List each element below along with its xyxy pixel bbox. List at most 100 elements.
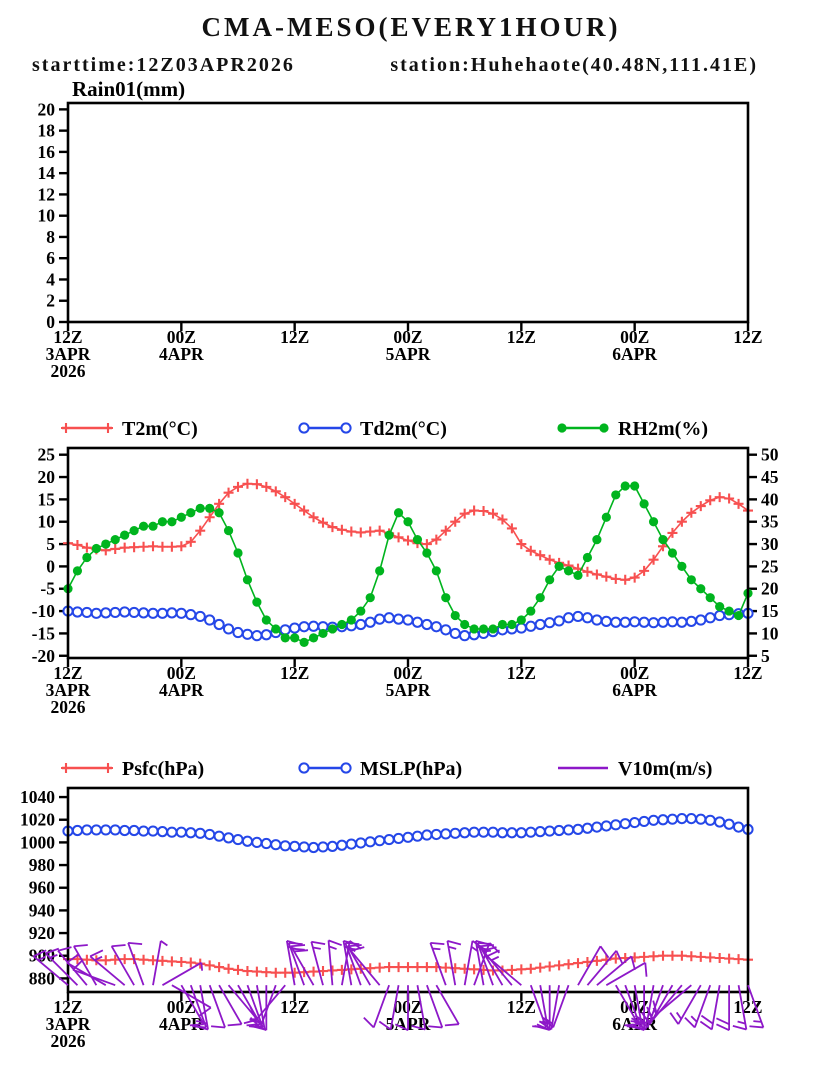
axis-label: MSLP(hPa) [360, 758, 462, 780]
wind-barbs [32, 939, 765, 1032]
legend-v10m-m-s: V10m(m/s) [558, 758, 712, 780]
axis-label: 00Z [167, 663, 196, 683]
pressure-wind-panel: 88090092094096098010001020104012Z3APR202… [20, 758, 765, 1051]
series-psfc-hpa [63, 950, 753, 978]
rain-panel: Rain01(mm)0246810121416182012Z3APR202600… [38, 77, 763, 381]
subtitle-row: starttime:12Z03APR2026 station:Huhehaote… [32, 54, 758, 77]
temperature-humidity-panel: -20-15-10-505101520255101520253035404550… [32, 418, 779, 717]
axis-label: T2m(°C) [122, 418, 198, 440]
axis-label: 12Z [507, 997, 536, 1017]
axis-label: 20 [38, 99, 56, 119]
axis-label: 12Z [280, 663, 309, 683]
axis-label: 2026 [51, 697, 86, 717]
axis-label: 12Z [507, 327, 536, 347]
axis-label: 00Z [620, 327, 649, 347]
axis-label: 12Z [53, 663, 82, 683]
axis-label: 5APR [386, 344, 431, 364]
legend-t2m-c: T2m(°C) [61, 418, 198, 440]
axis-label: 45 [761, 467, 779, 487]
axis-label: 00Z [620, 663, 649, 683]
axis-label: 3APR [46, 1014, 91, 1034]
axis-label: 12Z [280, 997, 309, 1017]
axis-label: 12Z [53, 997, 82, 1017]
legend-psfc-hpa: Psfc(hPa) [61, 758, 204, 780]
axis-label: Td2m(°C) [360, 418, 447, 440]
axis-label: 880 [29, 968, 56, 988]
axis-label: 6APR [612, 680, 657, 700]
plot-frame [66, 446, 750, 660]
axis-label: 18 [38, 121, 56, 141]
axis-label: 00Z [167, 997, 196, 1017]
axis-label: 4APR [159, 680, 204, 700]
axis-label: 40 [761, 489, 779, 509]
axis-label: 3APR [46, 680, 91, 700]
axis-label: 8 [46, 227, 55, 247]
axis-label: -20 [32, 646, 56, 666]
legend-rh2m: RH2m(%) [557, 418, 708, 440]
axis-label: 00Z [393, 327, 422, 347]
axis-label: -10 [32, 601, 56, 621]
axis-label: Rain01(mm) [72, 77, 185, 101]
axis-label: 5 [761, 646, 770, 666]
series-mslp-hpa [62, 813, 754, 854]
legend-td2m-c: Td2m(°C) [298, 418, 447, 440]
axis-label: 10 [38, 206, 56, 226]
axis-label: RH2m(%) [618, 418, 708, 440]
axis-label: 1000 [20, 832, 55, 852]
axis-label: 4APR [159, 1014, 204, 1034]
axis-label: 0 [46, 312, 55, 332]
axis-label: 4APR [159, 344, 204, 364]
axis-label: 6 [46, 248, 55, 268]
axis-label: 00Z [620, 997, 649, 1017]
starttime-label: starttime:12Z03APR2026 [32, 54, 295, 76]
axis-label: 2026 [51, 361, 86, 381]
axis-label: 900 [29, 946, 56, 966]
axis-label: 30 [761, 534, 779, 554]
axis-label: Psfc(hPa) [122, 758, 204, 780]
axis-label: 5 [46, 534, 55, 554]
axis-label: 12Z [733, 663, 762, 683]
axis-label: 980 [29, 855, 56, 875]
station-label: station:Huhehaote(40.48N,111.41E) [390, 54, 758, 76]
axis-label: 20 [38, 467, 56, 487]
axis-label: -15 [32, 623, 56, 643]
page-title: CMA-MESO(EVERY1HOUR) [201, 12, 621, 42]
axis-label: 16 [38, 142, 56, 162]
axis-label: 12 [38, 184, 56, 204]
axis-label: 1040 [20, 787, 55, 807]
axis-label: 2 [46, 291, 55, 311]
axis-label: 10 [38, 512, 56, 532]
axis-label: V10m(m/s) [618, 758, 712, 780]
axis-label: 15 [761, 601, 779, 621]
axis-label: 12Z [280, 327, 309, 347]
axis-label: 1020 [20, 810, 55, 830]
plot-frame [66, 101, 750, 324]
axis-label: 25 [38, 445, 56, 465]
series-rh2m [63, 481, 753, 647]
axis-label: 00Z [393, 663, 422, 683]
axis-label: 6APR [612, 344, 657, 364]
axis-label: 960 [29, 878, 56, 898]
pressure-wind-panel-x-axis: 12Z3APR202600Z4APR12Z00Z5APR12Z00Z6APR12… [46, 992, 763, 1051]
axis-label: 3APR [46, 344, 91, 364]
axis-label: 940 [29, 900, 56, 920]
axis-label: 14 [38, 163, 56, 183]
axis-label: 12Z [53, 327, 82, 347]
axis-label: 5APR [386, 680, 431, 700]
legend-mslp-hpa: MSLP(hPa) [298, 758, 462, 780]
axis-label: 20 [761, 579, 779, 599]
axis-label: 4 [46, 269, 55, 289]
axis-label: 0 [46, 556, 55, 576]
axis-label: 50 [761, 445, 779, 465]
series-t2m-c [63, 478, 753, 585]
axis-label: 2026 [51, 1031, 86, 1051]
axis-label: 12Z [507, 663, 536, 683]
axis-label: 15 [38, 489, 56, 509]
